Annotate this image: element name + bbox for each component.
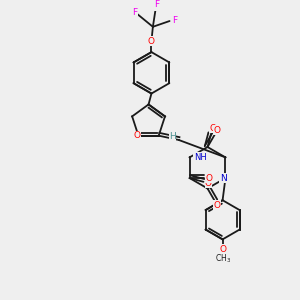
Text: F: F xyxy=(132,8,137,17)
Text: O: O xyxy=(205,179,212,188)
Text: O: O xyxy=(206,174,213,183)
Text: O: O xyxy=(209,124,216,133)
Text: H: H xyxy=(169,132,176,141)
Text: F: F xyxy=(154,0,159,9)
Text: F: F xyxy=(172,16,177,25)
Text: O: O xyxy=(147,37,155,46)
Text: $\mathregular{CH_3}$: $\mathregular{CH_3}$ xyxy=(214,253,231,265)
Text: O: O xyxy=(214,126,221,135)
Text: N: N xyxy=(220,174,226,183)
Text: O: O xyxy=(219,244,226,253)
Text: NH: NH xyxy=(194,153,207,162)
Text: O: O xyxy=(134,131,140,140)
Text: O: O xyxy=(214,201,221,210)
